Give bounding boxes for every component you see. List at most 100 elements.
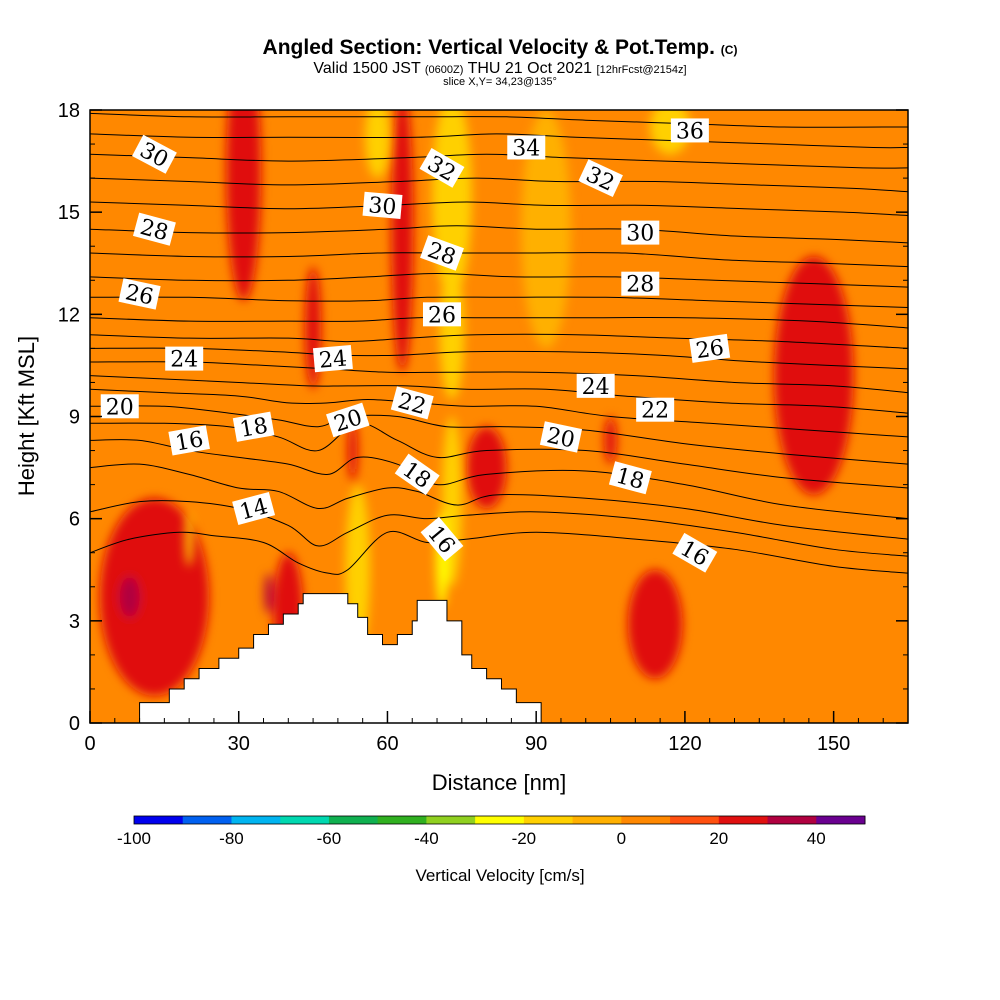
y-tick-label: 9 — [69, 407, 80, 429]
contour-label-box — [132, 212, 176, 246]
x-axis-label: Distance [nm] — [432, 770, 567, 795]
contour-label-box — [420, 235, 464, 271]
isentrope-16 — [90, 463, 908, 540]
contour-label-box — [578, 159, 623, 198]
colorbar-swatch — [718, 816, 769, 824]
updraft-region — [99, 498, 209, 696]
colorbar-tick-label: -60 — [317, 829, 342, 848]
contour-label: 22 — [636, 397, 675, 424]
contour-label-box — [608, 461, 652, 495]
colorbar-swatch — [767, 816, 817, 824]
contour-label: 30 — [132, 134, 177, 174]
contour-label: 34 — [507, 135, 546, 161]
colorbar-swatch — [134, 816, 184, 824]
isentrope-23 — [90, 347, 908, 370]
contour-label-box — [420, 516, 464, 562]
contour-label-text: 26 — [123, 280, 156, 310]
x-tick-label: 60 — [376, 733, 398, 755]
contour-label-box — [362, 191, 403, 219]
isentrope-31 — [90, 177, 908, 193]
isentrope-17 — [90, 439, 908, 520]
colorbar-swatch — [621, 816, 671, 824]
isentrope-27 — [90, 272, 908, 288]
contour-label: 18 — [232, 411, 275, 443]
contour-label: 36 — [670, 118, 709, 144]
isentrope-24 — [90, 333, 908, 349]
contour-label-box — [621, 220, 660, 245]
contour-label-box — [636, 397, 675, 422]
contour-label: 24 — [576, 373, 615, 400]
y-tick-label: 0 — [69, 713, 80, 735]
isentrope-22 — [90, 361, 908, 394]
isentrope-18 — [90, 422, 908, 489]
downdraft-region — [365, 110, 390, 179]
colorbar-swatch — [475, 816, 525, 824]
contour-label: 26 — [118, 278, 161, 311]
contour-label: 20 — [100, 394, 139, 420]
colorbar-tick-label: -20 — [512, 829, 537, 848]
downdraft-region — [185, 511, 194, 567]
isentrope-25 — [90, 316, 908, 329]
contour-label-box — [312, 344, 353, 373]
contour-label-box — [576, 373, 615, 398]
contour-label-box — [689, 333, 731, 363]
x-axis: 0 30 60 90 120 150 — [84, 711, 884, 755]
isentrope-15 — [90, 500, 908, 557]
contour-label-box — [539, 421, 583, 453]
contour-label-box — [326, 402, 370, 438]
contour-label-box — [394, 453, 440, 496]
contour-label-text: 26 — [694, 336, 725, 365]
contour-label-text: 24 — [318, 346, 348, 373]
colorbar-tick-label: 20 — [709, 829, 728, 848]
updraft-region — [774, 256, 854, 495]
contour-label-box — [422, 302, 461, 327]
isentrope-30 — [90, 201, 908, 217]
chart-title: Angled Section: Vertical Velocity & Pot.… — [262, 36, 738, 59]
x-tick-label: 150 — [817, 733, 850, 755]
isentrope-14 — [90, 530, 908, 575]
colorbar-swatch — [182, 816, 232, 824]
contour-label: 30 — [362, 191, 403, 221]
terrain — [90, 593, 542, 723]
y-tick-label: 18 — [58, 100, 80, 122]
chart-valid-time: Valid 1500 JST (0600Z) THU 21 Oct 2021 [… — [313, 60, 687, 77]
x-tick-label: 120 — [668, 733, 701, 755]
contour-label-box — [165, 346, 204, 371]
updraft-region — [264, 573, 273, 615]
updraft-region — [391, 110, 414, 373]
colorbar-swatch — [670, 816, 720, 824]
colorbar-swatch — [328, 816, 379, 824]
y-axis-label: Height [Kft MSL] — [14, 336, 39, 496]
colorbar-swatch — [377, 816, 427, 824]
contour-label-box — [168, 425, 210, 456]
contour-label: 22 — [390, 386, 434, 420]
colorbar-swatch — [426, 816, 476, 824]
contour-label-text: 30 — [367, 193, 397, 220]
updraft-region — [119, 576, 140, 618]
contour-label-box — [232, 411, 275, 442]
chart-slice-info: slice X,Y= 34,23@135° — [443, 76, 557, 88]
contour-label-text: 26 — [428, 303, 456, 328]
contour-label: 28 — [132, 212, 176, 246]
contour-label-box — [132, 134, 177, 174]
colorbar-swatch — [523, 816, 574, 824]
contour-label-text: 36 — [676, 119, 704, 144]
contour-label-text: 34 — [512, 136, 540, 161]
updraft-region — [604, 416, 617, 465]
y-tick-label: 12 — [58, 304, 80, 326]
colorbar-label: Vertical Velocity [cm/s] — [415, 866, 584, 885]
isentrope-33 — [90, 133, 908, 149]
contour-label-box — [507, 135, 546, 160]
contour-label-text: 20 — [106, 395, 134, 420]
contour-label-box — [419, 148, 465, 188]
contour-label-text: 30 — [626, 222, 654, 247]
y-tick-label: 3 — [69, 611, 80, 633]
updraft-region — [347, 419, 358, 482]
contour-label: 26 — [689, 333, 731, 365]
contour-label-box — [390, 386, 434, 420]
colorbar-swatch — [816, 816, 866, 824]
contour-label-text: 18 — [238, 413, 270, 442]
